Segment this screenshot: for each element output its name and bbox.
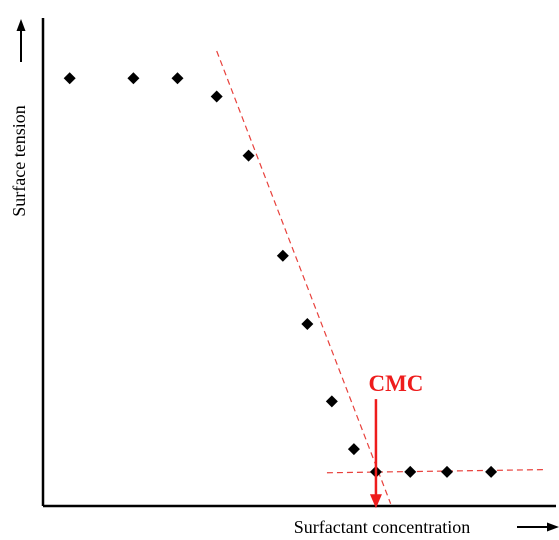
data-point <box>325 395 338 408</box>
data-point <box>276 249 289 262</box>
data-point <box>347 443 360 456</box>
data-point <box>171 72 184 85</box>
data-point <box>242 149 255 162</box>
fit-lines <box>216 50 546 504</box>
y-axis-label: Surface tension <box>9 105 29 216</box>
cmc-arrow-head <box>369 494 382 509</box>
data-point <box>127 72 140 85</box>
data-point <box>210 90 223 103</box>
data-point <box>404 465 417 478</box>
fit-line-1 <box>216 50 392 504</box>
x-axis-label: Surfactant concentration <box>294 517 470 537</box>
x-axis-arrow <box>517 522 559 532</box>
data-point <box>63 72 76 85</box>
y-axis-arrow <box>16 19 26 62</box>
data-point <box>485 465 498 478</box>
fit-line-2 <box>326 469 546 474</box>
cmc-label: CMC <box>368 371 423 396</box>
data-point <box>301 318 314 330</box>
data-points <box>63 72 498 478</box>
data-point <box>441 465 453 478</box>
cmc-annotation: CMC <box>368 371 423 509</box>
